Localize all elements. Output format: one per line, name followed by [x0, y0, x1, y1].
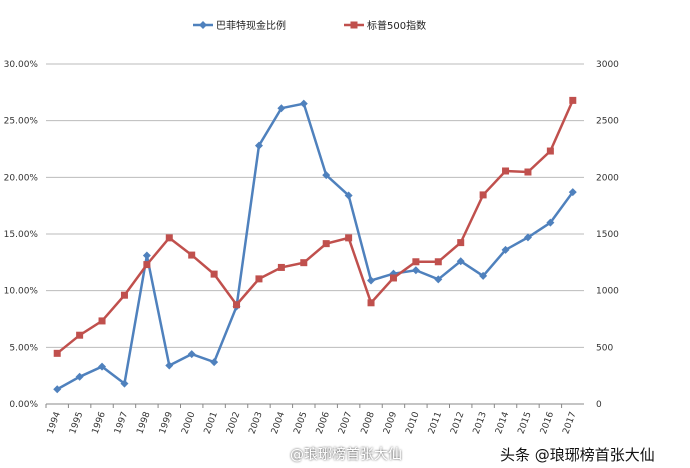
series-marker-2 [233, 301, 241, 309]
legend-label-2: 标普500指数 [367, 19, 426, 32]
y-left-tick-label: 20.00% [4, 173, 39, 183]
series-marker-1 [53, 385, 62, 394]
series-marker-2 [120, 291, 128, 299]
weibo-watermark: @琅琊榜首张大仙 [290, 447, 402, 463]
series-marker-2 [367, 299, 375, 307]
y-left-tick-label: 25.00% [4, 117, 39, 127]
series-marker-1 [411, 266, 420, 275]
series-marker-2 [255, 275, 263, 283]
series-marker-2 [389, 274, 397, 282]
series-marker-2 [457, 239, 465, 247]
series-marker-2 [277, 263, 285, 271]
y-right-tick-label: 500 [596, 343, 613, 353]
series-marker-2 [524, 168, 532, 176]
series-marker-1 [434, 275, 443, 284]
y-right-tick-label: 1000 [596, 287, 619, 297]
x-tick-label: 2017 [561, 411, 578, 436]
series-marker-2 [502, 167, 510, 175]
series-line-1 [56, 102, 574, 391]
series-marker-1 [367, 276, 376, 285]
y-left-tick-label: 10.00% [4, 287, 39, 297]
x-tick-label: 2011 [427, 411, 444, 436]
y-right-tick-label: 2000 [596, 173, 619, 183]
y-right-tick-label: 1500 [596, 230, 619, 240]
x-tick-label: 1994 [46, 410, 63, 435]
y-right-tick-label: 2500 [596, 117, 619, 127]
legend-marker-1 [199, 21, 207, 29]
series-marker-2 [412, 258, 420, 266]
series-marker-2 [345, 234, 353, 242]
series-marker-1 [568, 188, 577, 197]
series-marker-2 [53, 349, 61, 357]
y-left-tick-label: 0.00% [9, 400, 38, 410]
series-marker-1 [210, 358, 219, 367]
series-marker-1 [479, 271, 488, 280]
series-marker-2 [210, 270, 218, 278]
series-marker-1 [501, 245, 510, 254]
x-tick-label: 1997 [113, 411, 130, 436]
x-tick-label: 2008 [360, 410, 377, 435]
series-marker-2 [434, 258, 442, 266]
series-marker-1 [165, 361, 174, 370]
y-left-tick-label: 15.00% [4, 230, 39, 240]
series-line-2 [56, 99, 574, 355]
x-tick-label: 2015 [517, 411, 534, 436]
series-marker-1 [523, 233, 532, 242]
x-tick-label: 2002 [225, 411, 242, 436]
y-left-tick-label: 5.00% [9, 343, 38, 353]
x-tick-label: 2005 [292, 411, 309, 436]
x-tick-label: 2006 [315, 410, 332, 435]
x-tick-label: 1999 [158, 410, 175, 435]
series-marker-1 [277, 104, 286, 113]
series-marker-2 [76, 331, 84, 339]
series-marker-1 [142, 251, 151, 260]
series-marker-2 [300, 259, 308, 267]
series-marker-1 [546, 218, 555, 227]
x-tick-label: 2003 [248, 411, 265, 436]
series-marker-1 [254, 141, 263, 150]
series-marker-1 [187, 350, 196, 359]
x-tick-label: 2000 [180, 410, 197, 435]
series-marker-2 [143, 261, 151, 269]
x-tick-label: 1996 [91, 410, 108, 435]
x-tick-label: 2013 [472, 411, 489, 436]
x-tick-label: 2001 [203, 411, 220, 436]
series-marker-2 [479, 191, 487, 199]
series-marker-1 [322, 171, 331, 180]
x-tick-label: 2009 [382, 410, 399, 435]
x-tick-label: 2014 [494, 410, 511, 435]
series-marker-2 [569, 96, 577, 104]
x-tick-label: 2016 [539, 410, 556, 435]
series-marker-2 [188, 251, 196, 259]
series-marker-1 [120, 379, 129, 388]
legend-marker-2 [350, 21, 358, 29]
y-right-tick-label: 3000 [596, 60, 619, 70]
x-tick-label: 2012 [449, 411, 466, 436]
legend-label-1: 巴菲特现金比例 [216, 19, 286, 32]
x-tick-label: 2007 [337, 411, 354, 436]
series-marker-2 [98, 317, 106, 325]
series-marker-1 [299, 99, 308, 108]
series-marker-1 [75, 372, 84, 381]
y-left-tick-label: 30.00% [4, 60, 39, 70]
series-marker-1 [456, 257, 465, 266]
x-tick-label: 2010 [404, 410, 421, 435]
y-right-tick-label: 0 [596, 400, 602, 410]
x-tick-label: 1995 [68, 411, 85, 436]
series-marker-1 [344, 191, 353, 200]
x-tick-label: 2004 [270, 410, 287, 435]
series-marker-2 [165, 234, 173, 242]
series-marker-2 [546, 147, 554, 155]
x-tick-label: 1998 [135, 410, 152, 435]
series-marker-1 [98, 362, 107, 371]
series-marker-2 [322, 240, 330, 248]
toutiao-watermark: 头条 @琅琊榜首张大仙 [500, 446, 655, 464]
